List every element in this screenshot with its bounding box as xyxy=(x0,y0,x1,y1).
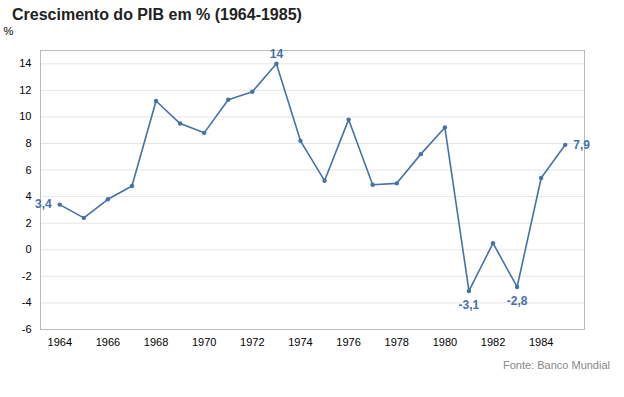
svg-text:-6: -6 xyxy=(22,323,32,335)
html-text:Fonte: Banco Mundial: Fonte: Banco Mundial xyxy=(503,359,610,371)
svg-text:%: % xyxy=(4,25,14,37)
svg-text:1976: 1976 xyxy=(336,336,360,348)
svg-text:4: 4 xyxy=(25,190,31,202)
svg-text:1970: 1970 xyxy=(192,336,216,348)
svg-text:7,9: 7,9 xyxy=(573,138,590,152)
svg-text:-3,1: -3,1 xyxy=(459,298,480,312)
svg-text:1964: 1964 xyxy=(48,336,72,348)
svg-text:14: 14 xyxy=(19,57,31,69)
svg-text:1968: 1968 xyxy=(144,336,168,348)
svg-text:-4: -4 xyxy=(22,296,32,308)
svg-text:1978: 1978 xyxy=(385,336,409,348)
svg-text:12: 12 xyxy=(19,84,31,96)
svg-text:0: 0 xyxy=(25,243,31,255)
svg-text:10: 10 xyxy=(19,110,31,122)
svg-text:14: 14 xyxy=(270,47,284,61)
svg-text:-2: -2 xyxy=(22,270,32,282)
svg-text:6: 6 xyxy=(25,164,31,176)
svg-text:1974: 1974 xyxy=(288,336,312,348)
svg-text:1966: 1966 xyxy=(96,336,120,348)
svg-text:1984: 1984 xyxy=(529,336,553,348)
svg-text:1972: 1972 xyxy=(240,336,264,348)
svg-text:2: 2 xyxy=(25,217,31,229)
svg-text:-2,8: -2,8 xyxy=(507,294,528,308)
svg-text:8: 8 xyxy=(25,137,31,149)
svg-text:1982: 1982 xyxy=(481,336,505,348)
html-text:Crescimento do PIB em % (1964-: Crescimento do PIB em % (1964-1985) xyxy=(12,6,302,23)
svg-text:1980: 1980 xyxy=(433,336,457,348)
svg-text:3,4: 3,4 xyxy=(35,197,52,211)
